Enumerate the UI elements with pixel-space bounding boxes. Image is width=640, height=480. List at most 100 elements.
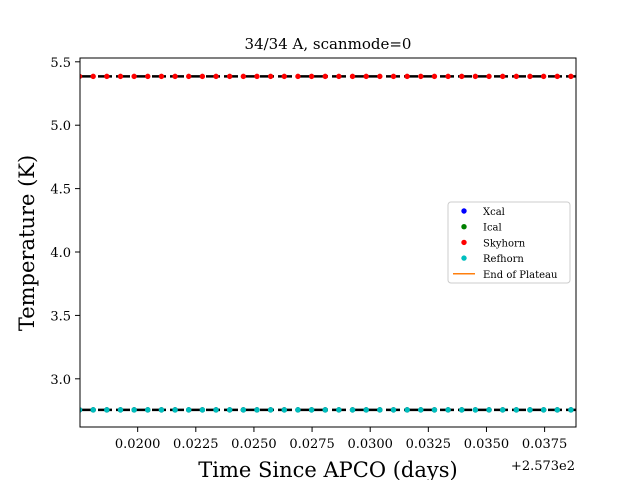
data-point	[199, 73, 206, 80]
data-point	[199, 407, 206, 413]
x-tick-label: 0.0350	[464, 437, 510, 452]
x-axis-label: Time Since APCO (days)	[198, 458, 457, 480]
data-point	[308, 407, 315, 413]
y-tick-label: 3.0	[50, 373, 71, 388]
data-point	[213, 407, 219, 413]
data-point	[90, 407, 96, 413]
data-point	[158, 73, 165, 80]
data-point	[336, 407, 342, 413]
data-point	[267, 73, 274, 80]
data-point	[131, 73, 137, 80]
data-point	[281, 407, 287, 413]
legend: Xcal Ical Skyhorn Refhorn End of Plateau	[447, 201, 571, 284]
series-skyhorn	[80, 73, 574, 80]
legend-marker-xcal	[461, 208, 467, 214]
x-axis-ticks: 0.0200 0.0225 0.0250 0.0275 0.0300 0.0325 0.03…	[115, 427, 567, 452]
data-point	[390, 73, 397, 80]
data-point	[117, 73, 124, 80]
legend-marker-ical	[461, 224, 467, 230]
data-point	[499, 73, 506, 80]
legend-label-refhorn: Refhorn	[483, 254, 524, 265]
data-point	[404, 73, 410, 80]
data-point	[322, 407, 328, 413]
data-point	[254, 407, 260, 413]
x-tick-label: 0.0225	[173, 437, 219, 452]
data-point	[472, 73, 479, 80]
data-point	[308, 73, 315, 80]
data-point	[363, 407, 369, 413]
legend-marker-skyhorn	[461, 239, 467, 246]
data-point	[226, 73, 233, 80]
data-point	[540, 73, 547, 80]
data-point	[131, 407, 137, 413]
x-axis-offset-label: +2.573e2	[511, 459, 575, 474]
data-point	[404, 407, 410, 413]
y-tick-label: 4.5	[50, 183, 71, 198]
data-point	[527, 73, 533, 80]
data-point	[459, 73, 465, 80]
data-point	[172, 73, 178, 80]
y-axis-label: Temperature (K)	[15, 155, 39, 331]
data-point	[499, 407, 506, 413]
data-point	[240, 73, 247, 80]
data-point	[363, 73, 369, 80]
x-tick-label: 0.0375	[522, 437, 568, 452]
data-point	[240, 407, 247, 413]
y-axis-ticks: 3.0 3.5 4.0 4.5 5.0 5.5	[50, 56, 80, 388]
data-point	[267, 407, 274, 413]
legend-label-end-of-plateau: End of Plateau	[483, 270, 558, 281]
data-point	[186, 407, 192, 413]
data-point	[554, 73, 560, 80]
data-point	[186, 73, 192, 80]
data-point	[390, 407, 397, 413]
data-point	[486, 407, 492, 413]
legend-label-ical: Ical	[483, 223, 502, 234]
data-point	[117, 407, 124, 413]
data-point	[445, 73, 451, 80]
x-tick-label: 0.0250	[231, 437, 277, 452]
data-point	[568, 73, 574, 80]
data-point	[254, 73, 260, 80]
y-tick-label: 4.0	[50, 246, 71, 261]
y-tick-label: 5.5	[50, 56, 71, 71]
data-point	[295, 407, 301, 413]
data-point	[226, 407, 233, 413]
data-point	[336, 73, 342, 80]
data-point	[172, 407, 178, 413]
data-point	[349, 73, 356, 80]
plot-area	[79, 57, 577, 428]
data-point	[104, 73, 110, 80]
data-point	[418, 407, 424, 413]
y-tick-label: 3.5	[50, 309, 71, 324]
data-point	[568, 407, 574, 413]
data-point	[90, 73, 96, 80]
data-point	[104, 407, 110, 413]
data-point	[486, 73, 492, 80]
data-point	[418, 73, 424, 80]
legend-marker-refhorn	[461, 255, 467, 261]
data-point	[554, 407, 560, 413]
data-point	[540, 407, 547, 413]
data-point	[281, 73, 287, 80]
chart-title: 34/34 A, scanmode=0	[245, 35, 412, 53]
x-tick-label: 0.0275	[289, 437, 335, 452]
legend-label-skyhorn: Skyhorn	[483, 238, 526, 249]
x-tick-label: 0.0300	[347, 437, 393, 452]
x-tick-label: 0.0325	[406, 437, 452, 452]
data-point	[431, 73, 438, 80]
data-point	[459, 407, 465, 413]
axes-frame	[79, 57, 577, 428]
data-point	[213, 73, 219, 80]
data-point	[377, 73, 383, 80]
legend-frame	[447, 201, 571, 284]
x-tick-label: 0.0200	[115, 437, 161, 452]
data-point	[295, 73, 301, 80]
data-point	[145, 407, 151, 413]
data-point	[527, 407, 533, 413]
data-point	[472, 407, 479, 413]
data-point	[513, 407, 520, 413]
data-point	[349, 407, 356, 413]
y-tick-label: 5.0	[50, 119, 71, 134]
data-point	[80, 73, 83, 80]
